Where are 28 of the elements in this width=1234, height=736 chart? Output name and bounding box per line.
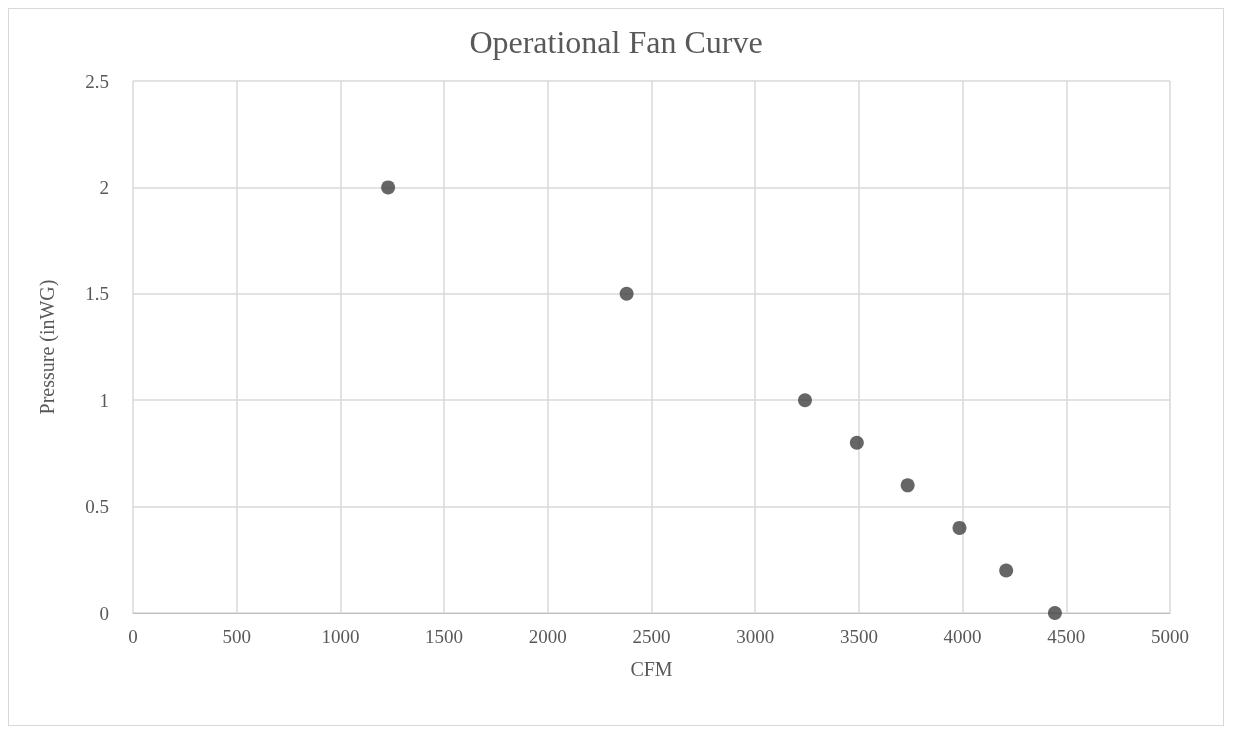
y-tick-label: 0 (99, 602, 109, 624)
x-tick-label: 1000 (321, 626, 360, 647)
y-tick-label: 1.5 (85, 283, 109, 305)
y-tick-label: 2 (99, 176, 109, 198)
x-tick-label: 2500 (632, 626, 671, 647)
x-tick-label: 4500 (1047, 626, 1086, 647)
point (900, 478, 915, 493)
x-tick-label: 500 (222, 626, 251, 647)
y-axis-title: Pressure (inWG) (36, 279, 59, 415)
point (849, 435, 864, 450)
x-tick-label: 4000 (943, 626, 982, 647)
x-axis-title: CFM (630, 658, 673, 680)
x-tick-label: 2000 (528, 626, 567, 647)
point (797, 393, 812, 408)
y-tick-label: 1 (99, 389, 109, 411)
x-tick-label: 3500 (839, 626, 878, 647)
point (381, 180, 396, 195)
point (999, 563, 1014, 578)
point (1047, 606, 1062, 620)
y-tick-label: 0.5 (85, 496, 109, 518)
x-tick-label: 5000 (1151, 626, 1189, 647)
x-tick-label: 1500 (425, 626, 464, 647)
y-tick-label: 2.5 (85, 70, 109, 92)
point (952, 520, 967, 535)
x-tick-label: 3000 (736, 626, 775, 647)
chart-title: Operational Fan Curve (469, 24, 763, 60)
point (619, 286, 634, 301)
x-tick-label: 0 (128, 626, 138, 647)
